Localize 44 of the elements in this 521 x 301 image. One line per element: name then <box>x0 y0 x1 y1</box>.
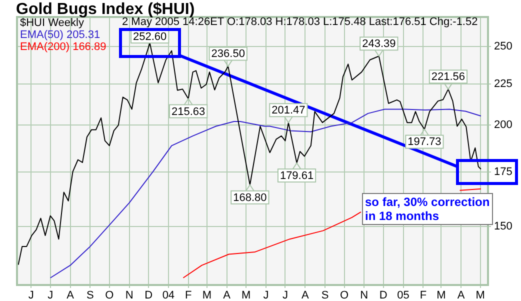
annotation: 179.61 <box>280 170 314 182</box>
annotation: 243.39 <box>362 38 396 50</box>
x-tick-label: J <box>263 290 269 301</box>
x-tick-label: 05 <box>397 290 410 301</box>
y-tick-label: 200 <box>494 119 512 132</box>
x-tick-label: O <box>340 290 349 301</box>
y-tick-label: 175 <box>494 166 512 178</box>
y-tick-label: 150 <box>494 220 512 232</box>
annotation: 252.60 <box>133 31 167 44</box>
x-tick-label: A <box>301 290 310 301</box>
chart-title: Gold Bugs Index ($HUI) <box>16 1 195 18</box>
x-tick-label: J <box>48 290 54 301</box>
x-tick-label: O <box>105 290 114 301</box>
x-tick-label: J <box>282 290 288 301</box>
annotation: 221.56 <box>431 71 466 84</box>
annotation: 201.47 <box>272 104 306 117</box>
x-tick-label: M <box>202 290 212 301</box>
x-tick-label: J <box>28 290 34 301</box>
y-tick-label: 225 <box>494 78 512 90</box>
y-tick-label: 250 <box>494 40 512 53</box>
x-tick-label: N <box>125 290 134 301</box>
x-tick-label: A <box>223 290 232 301</box>
annotation: 236.50 <box>211 48 245 60</box>
x-tick-label: D <box>144 290 153 301</box>
x-tick-label: 04 <box>162 290 175 301</box>
annotation: so far, 30% correction in 18 months <box>362 193 493 225</box>
x-tick-label: S <box>321 290 329 301</box>
x-tick-label: A <box>66 290 75 301</box>
text: EMA(50) 205.31 <box>20 29 100 41</box>
x-tick-label: M <box>476 290 485 301</box>
annotation: 2 May 2005 14:26ET O:178.03 H:178.03 L:175.48 Last:176.51 Chg:-1.52 <box>122 16 478 28</box>
x-tick-label: A <box>457 290 466 301</box>
x-tick-label: M <box>241 290 251 301</box>
text: $HUI Weekly <box>20 17 84 29</box>
x-tick-label: M <box>436 290 446 301</box>
text: EMA(200) 166.89 <box>20 41 106 53</box>
annotation: 215.63 <box>172 106 206 118</box>
annotation: 197.73 <box>408 136 442 148</box>
x-tick-label: F <box>184 290 192 301</box>
annotation: 168.80 <box>233 192 267 204</box>
x-tick-label: F <box>420 290 427 301</box>
x-tick-label: S <box>86 290 94 301</box>
x-tick-label: D <box>379 290 388 301</box>
x-tick-label: N <box>360 290 368 301</box>
